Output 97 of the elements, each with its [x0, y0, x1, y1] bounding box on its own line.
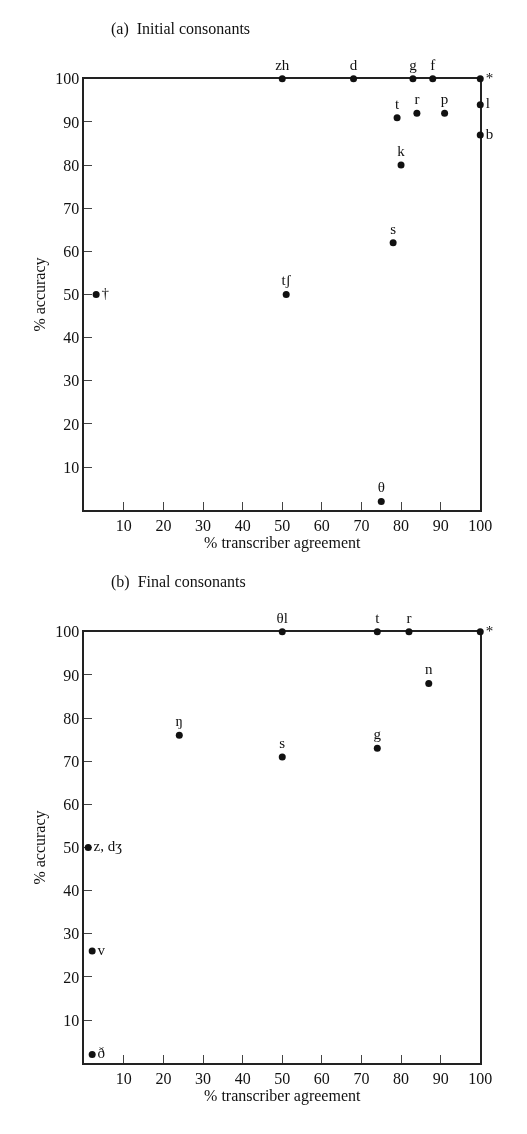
- y-tick-label: 20: [63, 968, 80, 986]
- data-label: g: [409, 56, 418, 73]
- y-tick-label: 10: [63, 1011, 80, 1029]
- y-tick-label: 10: [63, 458, 80, 476]
- point: [88, 1051, 96, 1059]
- data-label: d: [349, 56, 358, 73]
- point: [278, 75, 286, 83]
- data-label: g: [373, 726, 382, 743]
- y-tick-label: 40: [63, 329, 80, 347]
- y-tick-label: 100: [55, 623, 80, 641]
- y-tick-label: 70: [63, 199, 80, 217]
- x-tick-label: 20: [155, 517, 172, 535]
- x-tick-label: 60: [313, 1070, 330, 1088]
- x-tick-label: 30: [195, 1070, 212, 1088]
- point: [393, 114, 401, 122]
- data-label: v: [97, 941, 106, 958]
- point: [476, 101, 484, 109]
- data-label: *: [485, 69, 494, 86]
- point: [278, 753, 286, 761]
- data-label: ŋ: [175, 713, 183, 730]
- point: [441, 109, 449, 117]
- data-label: θ: [377, 479, 385, 496]
- data-label: θl: [276, 609, 288, 626]
- x-tick-label: 10: [115, 517, 132, 535]
- point: [476, 628, 484, 636]
- x-tick-label: 40: [234, 517, 251, 535]
- point: [476, 131, 484, 139]
- y-tick-label: 50: [63, 286, 80, 304]
- data-label: r: [406, 609, 412, 626]
- data-label: s: [390, 220, 397, 237]
- data-label: f: [430, 56, 436, 73]
- data-label: t: [395, 95, 400, 112]
- point: [397, 161, 405, 169]
- x-tick-label: 20: [155, 1070, 172, 1088]
- point: [413, 109, 421, 117]
- x-tick-label: 80: [393, 517, 410, 535]
- data-label: z, dʒ: [93, 838, 123, 855]
- data-label: r: [414, 91, 420, 108]
- x-tick-label: 30: [195, 517, 212, 535]
- data-label: tʃ: [281, 272, 292, 289]
- data-label: n: [425, 661, 434, 678]
- point: [405, 628, 413, 636]
- x-tick-label: 70: [353, 1070, 370, 1088]
- point: [350, 75, 358, 83]
- y-axis-title: % accuracy: [30, 810, 49, 885]
- y-tick-label: 80: [63, 156, 80, 174]
- point: [476, 75, 484, 83]
- chart-title: (b) Final consonants: [111, 573, 246, 591]
- data-label: ð: [97, 1045, 106, 1062]
- x-axis-title: % transcriber agreement: [204, 1087, 361, 1106]
- y-tick-label: 60: [63, 242, 80, 260]
- point: [175, 731, 183, 739]
- x-tick-label: 50: [274, 517, 291, 535]
- y-tick-label: 30: [63, 925, 80, 943]
- y-tick-label: 30: [63, 372, 80, 390]
- y-tick-label: 20: [63, 415, 80, 433]
- point: [92, 291, 100, 298]
- point: [373, 628, 381, 636]
- x-tick-label: 80: [393, 1070, 410, 1088]
- point: [278, 628, 286, 636]
- x-axis-title: % transcriber agreement: [204, 534, 361, 553]
- chart-title: (a) Initial consonants: [111, 20, 251, 38]
- x-tick-label: 70: [353, 517, 370, 535]
- x-tick-label: 10: [115, 1070, 132, 1088]
- x-tick-label: 100: [468, 1070, 493, 1088]
- data-label: s: [279, 734, 286, 751]
- y-tick-label: 80: [63, 709, 80, 727]
- data-label: b: [485, 125, 494, 142]
- data-label: zh: [275, 56, 290, 73]
- data-label: l: [485, 95, 490, 112]
- y-axis-title: % accuracy: [30, 257, 49, 332]
- point: [373, 744, 381, 752]
- x-tick-label: 90: [432, 1070, 449, 1088]
- data-label: t: [375, 609, 381, 626]
- point: [429, 75, 437, 83]
- x-tick-label: 60: [313, 517, 330, 535]
- x-tick-label: 50: [274, 1070, 291, 1088]
- point: [425, 680, 433, 688]
- point: [389, 239, 397, 247]
- y-tick-label: 90: [63, 666, 80, 684]
- y-tick-label: 70: [63, 752, 80, 770]
- point: [282, 291, 290, 298]
- data-label: p: [440, 91, 449, 108]
- point: [377, 498, 385, 506]
- x-tick-label: 40: [234, 1070, 251, 1088]
- point: [409, 75, 417, 83]
- y-tick-label: 100: [55, 70, 80, 88]
- data-label: k: [397, 142, 406, 159]
- x-tick-label: 90: [432, 517, 449, 535]
- y-tick-label: 90: [63, 113, 80, 131]
- y-tick-label: 40: [63, 882, 80, 900]
- x-tick-label: 100: [468, 517, 493, 535]
- data-label: *: [485, 622, 494, 639]
- y-tick-label: 60: [63, 795, 80, 813]
- data-label: †: [101, 285, 110, 302]
- point: [88, 947, 96, 955]
- y-tick-label: 50: [63, 839, 80, 857]
